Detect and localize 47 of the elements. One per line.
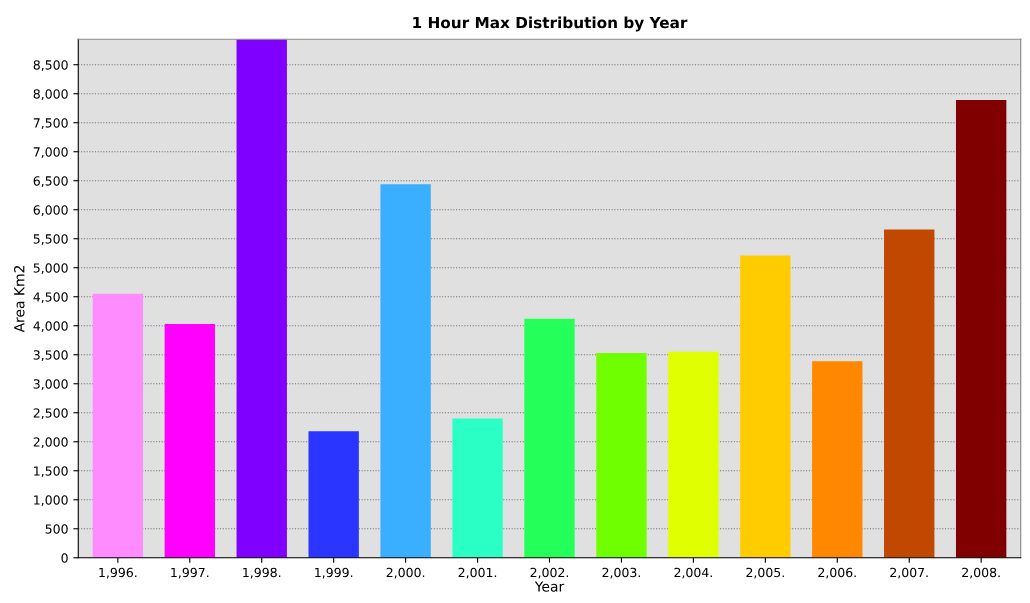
y-axis-title: Area Km2 — [14, 265, 25, 333]
x-tick-label: 1,997. — [171, 567, 209, 579]
y-tick-label: 7,500 — [33, 118, 68, 129]
y-tick-label: 1,500 — [34, 466, 68, 477]
bar — [164, 324, 215, 558]
y-tick-label: 5,000 — [33, 263, 68, 274]
bar — [955, 100, 1007, 558]
x-tick-label: 1,999. — [315, 567, 353, 579]
bar — [92, 293, 144, 558]
bar — [668, 351, 719, 558]
x-tick-label: 2,001. — [458, 567, 497, 579]
x-tick-label: 2,004. — [674, 567, 712, 579]
x-tick-label: 2,002. — [530, 567, 569, 579]
x-tick-label: 2,000. — [386, 567, 425, 579]
y-tick-label: 1,000 — [34, 495, 68, 506]
bar — [812, 361, 863, 558]
y-tick-label: 4,500 — [33, 292, 68, 303]
x-tick-label: 2,007. — [890, 567, 928, 579]
bar — [524, 318, 575, 558]
x-tick-label: 1,996. — [99, 567, 137, 579]
x-tick-label: 2,008. — [962, 567, 1000, 579]
bar — [308, 431, 359, 558]
y-tick-label: 0 — [61, 553, 68, 563]
y-tick-label: 2,000 — [33, 437, 68, 448]
y-tick-label: 7,000 — [33, 147, 68, 158]
bar — [596, 353, 647, 558]
bar — [740, 255, 791, 558]
x-tick-label: 2,005. — [746, 567, 784, 579]
chart-title: 1 Hour Max Distribution by Year — [413, 16, 688, 32]
y-tick-label: 4,000 — [33, 321, 68, 332]
bar — [380, 184, 431, 558]
bar — [452, 418, 503, 558]
y-tick-label: 8,000 — [33, 89, 68, 100]
bar — [884, 229, 935, 558]
y-tick-label: 500 — [45, 524, 68, 534]
y-tick-label: 3,000 — [33, 379, 68, 390]
y-tick-label: 2,500 — [33, 408, 68, 419]
y-tick-label: 5,500 — [33, 234, 68, 245]
y-tick-label: 6,500 — [33, 176, 68, 187]
bar — [236, 39, 287, 558]
x-tick-label: 2,003. — [602, 567, 640, 579]
x-tick-label: 2,006. — [818, 567, 856, 579]
x-axis-title: Year — [534, 581, 565, 592]
y-tick-label: 3,500 — [33, 350, 68, 361]
y-tick-label: 6,000 — [33, 205, 68, 216]
y-tick-label: 8,500 — [33, 60, 68, 71]
x-tick-label: 1,998. — [243, 567, 281, 579]
